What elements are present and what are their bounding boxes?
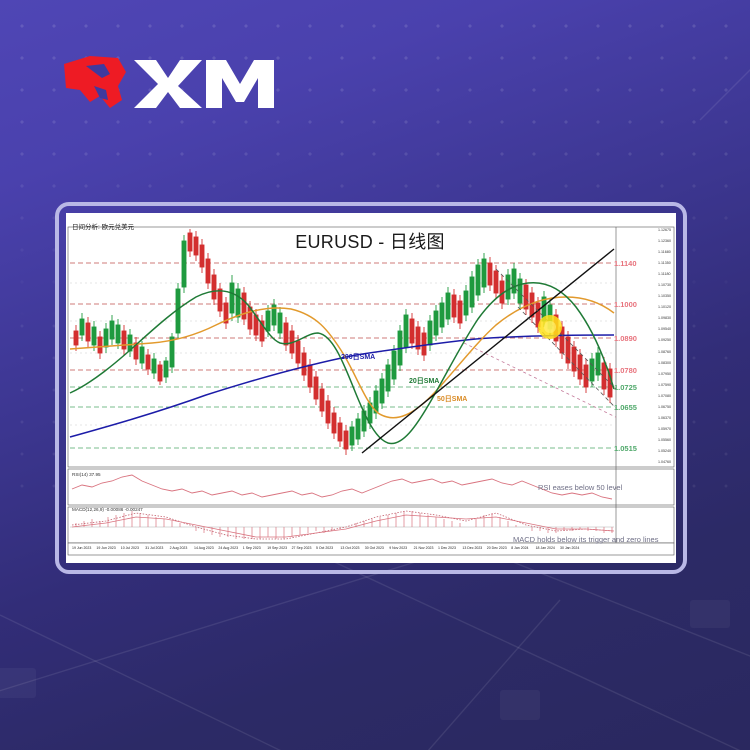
date-tick: 8 Jan 2024 [511, 546, 529, 550]
axis-tick: 1.05560 [658, 437, 671, 442]
rsi-indicator-tag: RSI(14) 37.95 [72, 472, 101, 477]
axis-tick: 1.07590 [658, 382, 671, 387]
date-tick: 24 Aug 2023 [218, 546, 239, 550]
macd-annotation: MACD holds below its trigger and zero li… [513, 535, 659, 544]
axis-tick: 1.09830 [658, 316, 671, 321]
candlestick-series [73, 229, 613, 455]
sma-20-line [69, 281, 615, 445]
axis-tick: 1.10350 [658, 294, 671, 299]
date-tick: 2 Aug 2023 [169, 546, 188, 550]
price-level-support: 1.0725 [614, 383, 637, 392]
axis-tick: 1.05240 [658, 448, 671, 453]
axis-tick: 1.11180 [658, 272, 671, 277]
axis-tick: 1.11680 [658, 250, 671, 255]
axis-tick: 1.09540 [658, 327, 671, 332]
axis-tick: 1.10730 [658, 283, 671, 288]
axis-tick: 1.09250 [658, 338, 671, 343]
date-tick: 19 Jun 2023 [72, 546, 92, 550]
axis-tick: 1.11350 [658, 261, 671, 266]
date-tick: 21 Nov 2023 [413, 546, 434, 550]
date-tick: 9 Nov 2023 [389, 546, 408, 550]
sma-50-label: 50日SMA [437, 396, 468, 403]
sma-50-line [69, 296, 615, 419]
date-tick: 14 Aug 2023 [194, 546, 214, 550]
date-tick: 31 Jul 2023 [145, 546, 164, 550]
date-tick: 27 Sep 2023 [291, 546, 312, 550]
chart-corner-label: 日间分析: 欧元兑美元 [72, 224, 135, 231]
axis-tick: 1.07080 [658, 393, 671, 398]
price-level-resistance: 1.1000 [614, 300, 637, 309]
axis-tick: 1.07950 [658, 371, 671, 376]
sma-20-label: 20日SMA [409, 378, 440, 385]
price-level-support: 1.0655 [614, 403, 637, 412]
xm-wordmark [134, 60, 274, 108]
date-tick: 30 Jan 2024 [560, 546, 580, 550]
macd-indicator-tag: MACD(12,26,9) -0.00086 -0.00247 [72, 507, 143, 512]
date-tick: 20 Dec 2023 [486, 546, 507, 550]
date-tick: 19 Jun 2023 [96, 546, 116, 550]
axis-tick: 1.10120 [658, 305, 671, 310]
price-level-resistance: 1.0780 [614, 366, 637, 375]
macd-histogram [75, 511, 613, 539]
axis-tick: 1.12675 [658, 228, 671, 232]
chart-title: EURUSD - 日线图 [295, 232, 445, 252]
axis-tick: 1.05970 [658, 426, 671, 431]
date-tick: 13 Dec 2023 [462, 546, 483, 550]
axis-tick: 1.08300 [658, 360, 671, 365]
sma-200-label: 200日SMA [341, 354, 376, 361]
date-tick: 1 Dec 2023 [438, 546, 456, 550]
xm-bull-icon [64, 56, 126, 108]
date-tick: 13 Oct 2023 [340, 546, 360, 550]
rsi-subpanel [71, 474, 613, 500]
macd-subpanel [70, 510, 615, 540]
price-level-support: 1.0515 [614, 444, 637, 453]
price-level-resistance: 1.0890 [614, 334, 637, 343]
axis-tick: 1.04760 [658, 460, 671, 464]
date-tick: 30 Oct 2023 [364, 546, 384, 550]
date-tick: 10 Jul 2023 [120, 546, 139, 550]
axis-tick: 1.08760 [658, 349, 671, 354]
chart-card-frame [55, 202, 687, 574]
date-tick: 19 Sep 2023 [267, 546, 288, 550]
eurusd-daily-chart [67, 226, 675, 556]
xm-logo [64, 56, 274, 108]
axis-tick: 1.06750 [658, 404, 671, 409]
price-level-resistance: 1.1140 [614, 259, 637, 268]
axis-tick: 1.06370 [658, 415, 671, 420]
date-tick: 18 Jan 2024 [535, 546, 555, 550]
rsi-annotation: RSI eases below 50 level [538, 483, 623, 492]
trendlines [361, 248, 616, 454]
date-tick: 1 Sep 2023 [242, 546, 261, 550]
sma-200-line [69, 334, 615, 438]
date-tick: 5 Oct 2023 [316, 546, 334, 550]
axis-tick: 1.12360 [658, 239, 671, 244]
